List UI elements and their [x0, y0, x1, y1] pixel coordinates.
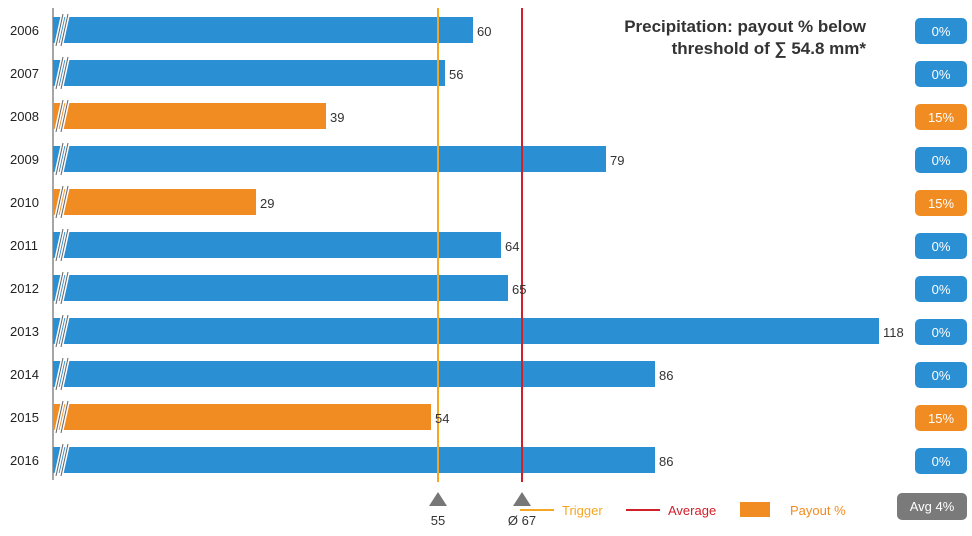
axis-break-marker	[54, 314, 70, 348]
axis-break-marker	[54, 99, 70, 133]
payout-badge-label: 0%	[932, 454, 951, 469]
payout-badge-label: 0%	[932, 325, 951, 340]
legend-average-label: Average	[668, 503, 716, 518]
payout-badge: 15%	[915, 405, 967, 431]
payout-badge-label: 0%	[932, 239, 951, 254]
label-group: 2006 60 2007 56 2008 39 2009 79 2010 29 2011 64 2012…	[10, 23, 904, 528]
bar	[53, 103, 326, 129]
bar	[53, 189, 256, 215]
value-label: 86	[659, 454, 673, 469]
legend-trigger-label: Trigger	[562, 503, 603, 518]
bar	[53, 361, 655, 387]
axis-break-marker	[54, 185, 70, 219]
value-label: 56	[449, 67, 463, 82]
payout-badge: 0%	[915, 276, 967, 302]
payout-badges: 0% 0% 15% 0% 15% 0% 0% 0% 0% 15% 0% Avg 4%	[897, 18, 967, 520]
year-label: 2013	[10, 324, 39, 339]
value-label: 29	[260, 196, 274, 211]
value-label: 54	[435, 411, 449, 426]
year-label: 2011	[10, 238, 38, 253]
bar	[53, 232, 501, 258]
average-marker-label: Ø 67	[508, 513, 536, 528]
value-label: 79	[610, 153, 624, 168]
payout-badge: 0%	[915, 61, 967, 87]
axis-break-marker	[54, 271, 70, 305]
year-label: 2015	[10, 410, 39, 425]
bar	[53, 318, 879, 344]
value-label: 39	[330, 110, 344, 125]
year-label: 2007	[10, 66, 39, 81]
payout-badge: 15%	[915, 190, 967, 216]
year-label: 2016	[10, 453, 39, 468]
trigger-marker-icon	[429, 492, 447, 506]
average-marker-icon	[513, 492, 531, 506]
payout-badge-label: 0%	[932, 24, 951, 39]
axis-break-marker	[54, 400, 70, 434]
year-label: 2012	[10, 281, 39, 296]
year-label: 2008	[10, 109, 39, 124]
payout-badge: 0%	[915, 448, 967, 474]
payout-badge: 0%	[915, 319, 967, 345]
axis-break-marker	[54, 13, 70, 47]
payout-badge-label: 15%	[928, 196, 954, 211]
axis-break-marker	[54, 142, 70, 176]
payout-badge-label: 0%	[932, 282, 951, 297]
bar	[53, 146, 606, 172]
payout-badge-label: 15%	[928, 411, 954, 426]
axis-break-marker	[54, 228, 70, 262]
trigger-marker-label: 55	[431, 513, 445, 528]
bar	[53, 17, 473, 43]
reference-lines	[429, 8, 531, 506]
axis-break-marker	[54, 56, 70, 90]
legend: Trigger Average Payout %	[520, 502, 846, 518]
value-label: 64	[505, 239, 519, 254]
payout-badge-label: 0%	[932, 67, 951, 82]
avg-badge: Avg 4%	[897, 493, 967, 520]
year-label: 2014	[10, 367, 39, 382]
year-label: 2009	[10, 152, 39, 167]
avg-badge-label: Avg 4%	[910, 499, 955, 514]
payout-badge-label: 0%	[932, 368, 951, 383]
axis-break-marker	[54, 357, 70, 391]
value-label: 86	[659, 368, 673, 383]
year-label: 2010	[10, 195, 39, 210]
legend-payout-swatch	[740, 502, 770, 517]
payout-badge: 0%	[915, 362, 967, 388]
bar-group	[53, 13, 879, 477]
year-label: 2006	[10, 23, 39, 38]
bar	[53, 404, 431, 430]
bar	[53, 447, 655, 473]
legend-payout-label: Payout %	[790, 503, 846, 518]
chart-title-line-1: Precipitation: payout % below	[624, 17, 867, 36]
chart-title-line-2: threshold of ∑ 54.8 mm*	[672, 39, 867, 58]
payout-badge: 0%	[915, 18, 967, 44]
payout-badge-label: 15%	[928, 110, 954, 125]
value-label: 118	[883, 325, 904, 340]
payout-badge-label: 0%	[932, 153, 951, 168]
payout-badge: 15%	[915, 104, 967, 130]
payout-badge: 0%	[915, 233, 967, 259]
value-label: 65	[512, 282, 526, 297]
bar	[53, 275, 508, 301]
value-label: 60	[477, 24, 491, 39]
axis-break-marker	[54, 443, 70, 477]
payout-badge: 0%	[915, 147, 967, 173]
bar	[53, 60, 445, 86]
